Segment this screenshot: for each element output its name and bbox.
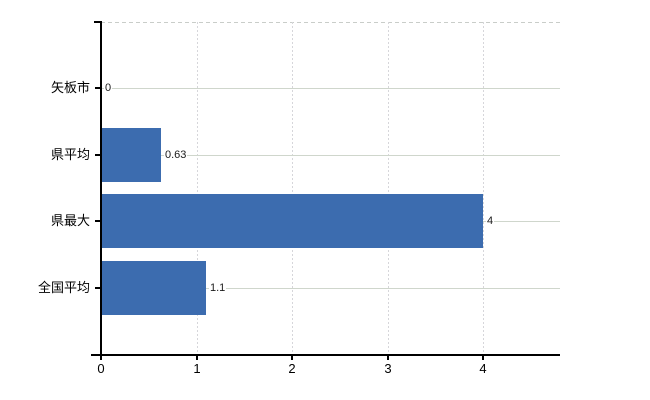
bar (101, 128, 161, 182)
x-axis-line (91, 354, 560, 356)
x-tick-label: 1 (193, 361, 201, 376)
x-tick-label: 4 (479, 361, 487, 376)
h-gridline (101, 288, 560, 289)
y-axis-line (100, 21, 102, 354)
v-gridline (388, 22, 389, 354)
category-label: 全国平均 (37, 280, 90, 295)
bar (101, 194, 483, 248)
y-axis-endcap-tick (94, 21, 102, 23)
category-label: 県最大 (50, 213, 90, 228)
y-tick (95, 220, 101, 222)
y-tick (95, 154, 101, 156)
h-gridline (101, 88, 560, 89)
bar-value-label: 4 (486, 214, 495, 228)
y-tick (95, 87, 101, 89)
v-gridline (483, 22, 484, 354)
x-tick-label: 2 (288, 361, 296, 376)
h-gridline (101, 155, 560, 156)
x-tick-label: 0 (97, 361, 105, 376)
bar (101, 261, 206, 315)
v-gridline (292, 22, 293, 354)
x-tick (196, 354, 198, 360)
plot-top-border (101, 22, 560, 23)
v-gridline (197, 22, 198, 354)
category-label: 矢板市 (50, 80, 90, 95)
category-label: 県平均 (50, 147, 90, 162)
bar-value-label: 0 (104, 81, 113, 95)
bar-value-label: 1.1 (209, 281, 227, 295)
x-tick-label: 3 (384, 361, 392, 376)
bar-value-label: 0.63 (164, 148, 188, 162)
x-tick (387, 354, 389, 360)
x-tick (482, 354, 484, 360)
x-tick (291, 354, 293, 360)
y-tick (95, 287, 101, 289)
x-tick (100, 354, 102, 360)
plot-area: 0 0.63 4 1.1 (101, 22, 560, 354)
